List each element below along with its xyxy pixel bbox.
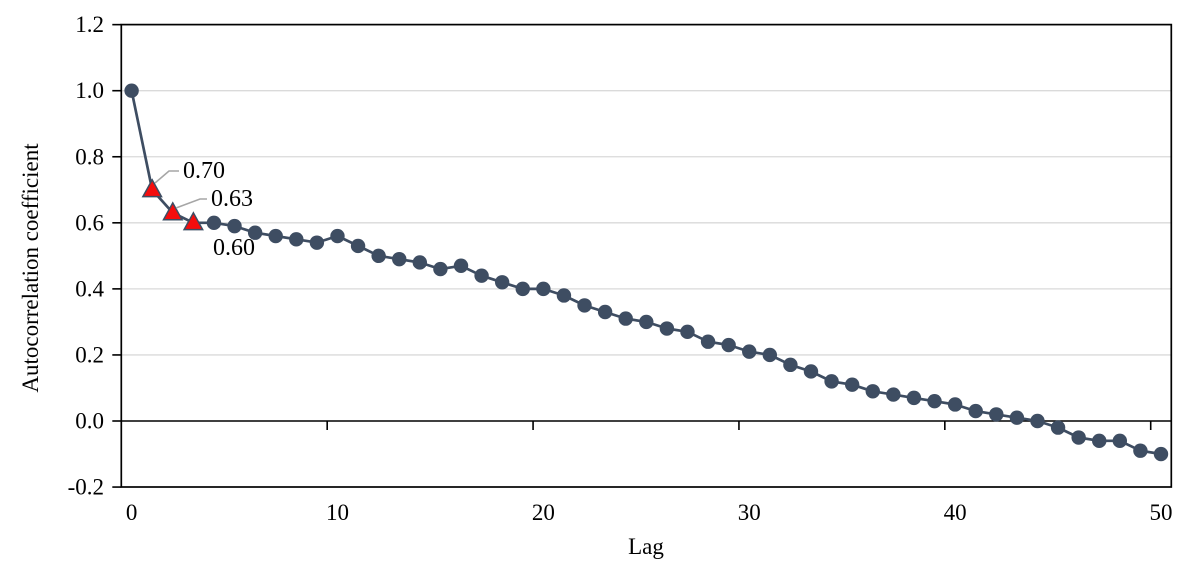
data-point [515,281,530,297]
data-point [639,314,654,330]
plot-border [120,23,1173,488]
data-point [927,393,942,409]
x-axis-tick-label: 10 [326,500,349,525]
data-point [1071,430,1086,445]
data-point [721,337,736,353]
data-point [350,238,366,254]
data-point [886,387,901,402]
y-axis-tick-label: 0.6 [75,210,104,235]
highlight-triangle-marker [141,178,163,198]
data-point [474,268,489,283]
data-point [206,215,222,231]
y-axis-tick-label: 1.0 [75,78,104,103]
data-point [803,364,819,379]
data-point [700,334,716,349]
data-point [330,228,345,244]
data-point [1112,433,1128,449]
x-axis-tick-label: 20 [532,500,555,525]
y-axis-tick-label: 0.0 [75,409,104,434]
callout-label: 0.60 [213,235,255,261]
y-axis-tick-label: 0.8 [75,144,104,169]
data-point [453,258,469,273]
y-axis-title: Autocorrelation coefficient [18,143,43,393]
data-point [968,403,983,419]
highlight-triangle-marker [162,201,184,221]
data-point [906,390,922,406]
data-point [824,374,839,389]
callout-leader-line [175,198,207,209]
data-point [124,83,139,98]
x-axis-tick-label: 40 [944,500,967,525]
data-point [989,407,1004,422]
callout-label: 0.70 [183,158,225,184]
x-axis-tick-label: 0 [126,500,138,525]
data-point [494,275,510,290]
data-point [412,255,428,270]
data-point [268,228,283,244]
data-point [1030,413,1045,429]
data-point [289,232,304,247]
data-point [742,344,757,359]
callout-label: 0.63 [211,186,253,212]
data-point [865,384,880,399]
data-point [947,397,963,412]
data-point [536,281,551,297]
data-point [618,311,633,326]
data-point [762,347,778,363]
data-point [577,298,592,313]
data-point [247,225,263,240]
data-point [1009,410,1025,425]
y-axis-tick-label: 0.4 [75,276,104,301]
callout-leader-line [154,170,179,184]
data-point [659,321,675,336]
data-point [783,357,798,373]
data-point [597,304,613,320]
data-point [392,251,407,267]
data-point [844,377,860,392]
data-point [1092,433,1107,449]
data-point [371,248,386,264]
highlight-triangle-marker [182,211,204,231]
data-point [1050,420,1066,435]
data-point [309,235,325,250]
y-axis-tick-label: -0.2 [68,475,104,500]
data-point [1153,446,1169,462]
x-axis-title: Lag [628,534,664,559]
x-axis-tick-label: 30 [738,500,761,525]
data-point [433,261,448,277]
data-point [1133,443,1148,458]
y-axis-tick-label: 0.2 [75,342,104,367]
y-axis-tick-label: 1.2 [75,12,104,37]
x-axis-tick-label: 50 [1150,500,1173,525]
series-line [130,90,1162,456]
data-point [227,218,242,234]
data-point [556,288,572,303]
data-point [680,324,695,340]
